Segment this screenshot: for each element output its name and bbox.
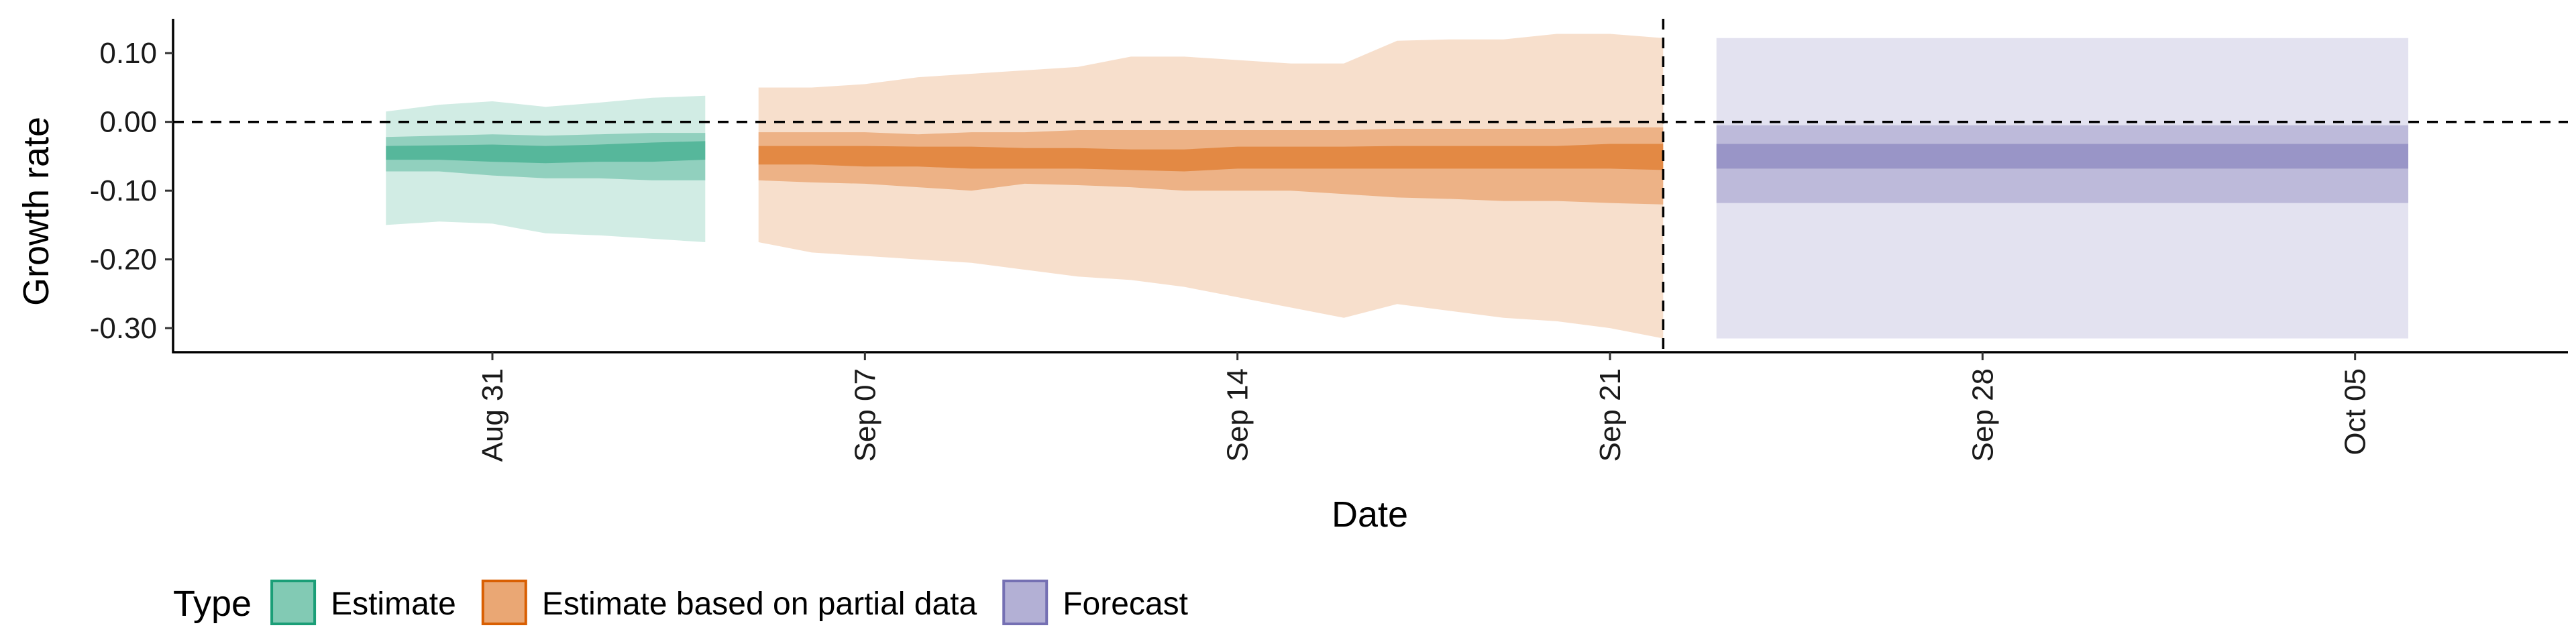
y-tick-label: 0.00 (99, 106, 157, 139)
x-tick-label: Sep 21 (1594, 368, 1627, 462)
y-tick-label: -0.30 (90, 312, 157, 345)
ribbon-estimate-20 (386, 141, 706, 164)
legend-swatch-estimate (270, 580, 317, 625)
x-tick-label: Sep 07 (849, 368, 881, 462)
ribbon-estimate-90 (386, 95, 706, 242)
legend-label-estimate-based-on-partial-data: Estimate based on partial data (542, 586, 977, 622)
y-tick-label: -0.10 (90, 174, 157, 207)
ribbon-layer (386, 34, 2408, 339)
x-axis-title: Date (1332, 494, 1408, 535)
ribbon-estimate-based-on-partial-data-20 (758, 144, 1664, 172)
legend-title: Type (173, 584, 252, 624)
ribbon-estimate-based-on-partial-data-90 (758, 34, 1664, 339)
legend: Type Estimate Estimate based on partial da… (173, 580, 1188, 625)
x-tick-label: Sep 28 (1966, 368, 1999, 462)
x-tick-label: Oct 05 (2339, 368, 2372, 455)
x-tick-label: Sep 14 (1222, 368, 1254, 462)
ribbon-forecast-20 (1716, 144, 2408, 169)
x-tick-label: Aug 31 (476, 368, 509, 462)
y-tick-label: 0.10 (99, 37, 157, 70)
legend-swatch-estimate-based-on-partial-data (481, 580, 527, 625)
reference-lines (173, 19, 2568, 352)
y-tick-label: -0.20 (90, 244, 157, 276)
legend-swatch-forecast (1002, 580, 1049, 625)
legend-label-forecast: Forecast (1063, 586, 1188, 622)
axes: 0.10 0.00 -0.10 -0.20 -0.30 Aug 31 Sep 07 Sep 1… (90, 19, 2568, 462)
y-axis-title: Growth rate (16, 117, 56, 306)
ribbon-forecast-90 (1716, 38, 2408, 339)
legend-label-estimate: Estimate (331, 586, 456, 622)
